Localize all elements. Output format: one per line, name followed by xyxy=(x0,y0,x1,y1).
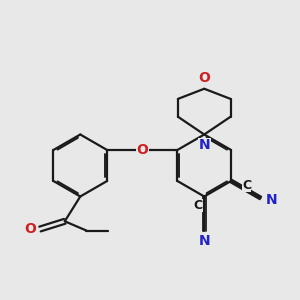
Text: C: C xyxy=(242,179,251,192)
Text: C: C xyxy=(194,199,203,212)
Text: N: N xyxy=(265,193,277,207)
Text: O: O xyxy=(24,222,36,236)
Text: O: O xyxy=(198,71,210,85)
Text: O: O xyxy=(136,143,148,157)
Text: N: N xyxy=(198,138,210,152)
Text: N: N xyxy=(198,234,210,248)
